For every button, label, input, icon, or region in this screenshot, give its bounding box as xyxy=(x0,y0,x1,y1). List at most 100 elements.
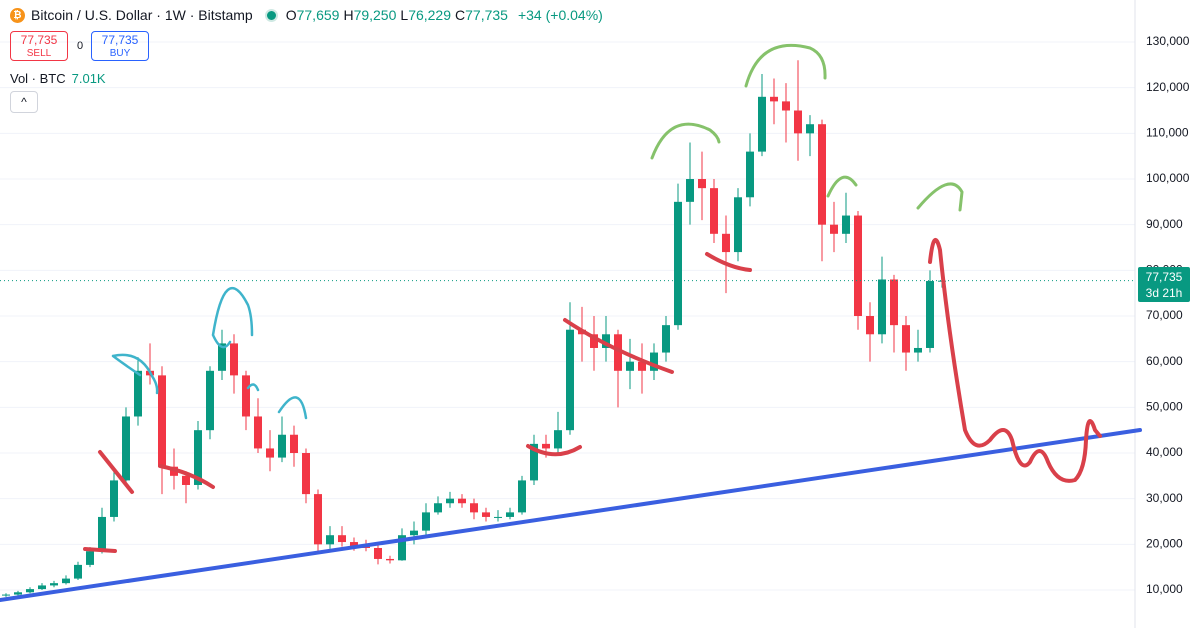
candle-body xyxy=(266,448,274,458)
sell-button[interactable]: 77,735 SELL xyxy=(10,31,68,61)
candle-body xyxy=(866,316,874,335)
blue-trendline xyxy=(0,428,1142,602)
candle-body xyxy=(254,416,262,449)
candle-body xyxy=(242,375,250,417)
candle-body xyxy=(350,542,358,547)
candle-body xyxy=(818,124,826,225)
green-arc xyxy=(650,122,721,160)
y-tick-label: 120,000 xyxy=(1146,80,1190,94)
ohlc-label: H xyxy=(343,7,354,23)
candle-body xyxy=(830,224,838,234)
candle-body xyxy=(110,480,118,517)
candle-body xyxy=(626,361,634,371)
ohlc: O77,659 H79,250 L76,229 C77,735 xyxy=(286,7,512,23)
candle-body xyxy=(470,503,478,513)
candle-body xyxy=(530,443,538,481)
ohlc-value: 76,229 xyxy=(408,7,452,23)
candle-body xyxy=(38,585,46,590)
sell-price: 77,735 xyxy=(20,33,58,47)
candle-body xyxy=(134,370,142,417)
candle-body xyxy=(482,512,490,517)
candle-body xyxy=(458,498,466,504)
coin-icon: ₿ xyxy=(10,7,25,23)
green-arc xyxy=(916,182,964,212)
candle-body xyxy=(434,503,442,513)
sell-label: SELL xyxy=(26,48,52,59)
red-mark xyxy=(705,252,752,272)
candle-body xyxy=(158,375,166,467)
annotations xyxy=(0,43,1142,602)
volume-label: Vol · BTC xyxy=(10,71,66,86)
buy-button[interactable]: 77,735 BUY xyxy=(91,31,149,61)
candle-body xyxy=(2,594,10,596)
candle-body xyxy=(566,329,574,431)
y-tick-label: 20,000 xyxy=(1146,537,1183,551)
candle-body xyxy=(194,430,202,485)
candle-body xyxy=(62,578,70,584)
red-mark xyxy=(563,318,674,374)
y-tick-label: 90,000 xyxy=(1146,217,1183,231)
candle-body xyxy=(602,334,610,348)
candle-body xyxy=(590,334,598,348)
green-arc xyxy=(744,43,827,88)
candle-body xyxy=(518,480,526,513)
candle-body xyxy=(806,124,814,134)
green-arc xyxy=(826,175,858,198)
candle-body xyxy=(314,494,322,545)
spread: 0 xyxy=(77,40,84,52)
candle-body xyxy=(782,101,790,111)
countdown: 3d 21h xyxy=(1145,285,1183,300)
candle-body xyxy=(410,530,418,536)
candle-body xyxy=(98,516,106,552)
candle-body xyxy=(122,416,130,481)
candle-body xyxy=(446,498,454,504)
buy-price: 77,735 xyxy=(101,33,139,47)
candle-body xyxy=(278,434,286,458)
candle-body xyxy=(50,583,58,586)
candle-body xyxy=(554,430,562,449)
candle-body xyxy=(842,215,850,234)
candle-body xyxy=(338,535,346,543)
y-tick-label: 10,000 xyxy=(1146,582,1183,596)
candle-body xyxy=(506,512,514,517)
candle-body xyxy=(650,352,658,371)
candle-body xyxy=(710,188,718,234)
red-projection xyxy=(928,237,1102,483)
candle-body xyxy=(902,325,910,353)
red-mark xyxy=(526,444,582,457)
y-tick-label: 30,000 xyxy=(1146,491,1183,505)
status-dot xyxy=(264,8,278,22)
candle-body xyxy=(494,516,502,518)
teal-arc xyxy=(246,383,260,392)
candle-body xyxy=(86,551,94,565)
candle-body xyxy=(734,197,742,253)
candle-body xyxy=(182,475,190,485)
candle-body xyxy=(674,201,682,326)
y-tick-label: 60,000 xyxy=(1146,354,1183,368)
y-tick-label: 50,000 xyxy=(1146,400,1183,414)
ohlc-value: 79,250 xyxy=(353,7,397,23)
candle-body xyxy=(890,279,898,326)
symbol-title: Bitcoin / U.S. Dollar · 1W · Bitstamp xyxy=(31,7,253,23)
candle-body xyxy=(614,334,622,371)
header: ₿ Bitcoin / U.S. Dollar · 1W · Bitstamp … xyxy=(10,7,607,23)
candle-body xyxy=(386,558,394,561)
teal-arc xyxy=(211,286,254,349)
red-mark xyxy=(158,464,215,489)
collapse-button[interactable]: ^ xyxy=(10,91,38,113)
red-mark xyxy=(83,547,117,553)
last-price: 77,735 xyxy=(1145,269,1183,284)
candle-body xyxy=(326,535,334,545)
candle-body xyxy=(914,347,922,353)
candle-body xyxy=(638,361,646,371)
candle-body xyxy=(722,233,730,253)
ohlc-label: C xyxy=(455,7,466,23)
ohlc-value: 77,735 xyxy=(465,7,508,23)
y-tick-label: 100,000 xyxy=(1146,171,1190,185)
buy-label: BUY xyxy=(109,48,131,59)
last-price-tag: 77,735 3d 21h xyxy=(1138,266,1190,302)
candle-body xyxy=(206,370,214,431)
candle-body xyxy=(926,281,934,348)
candle-body xyxy=(74,564,82,579)
